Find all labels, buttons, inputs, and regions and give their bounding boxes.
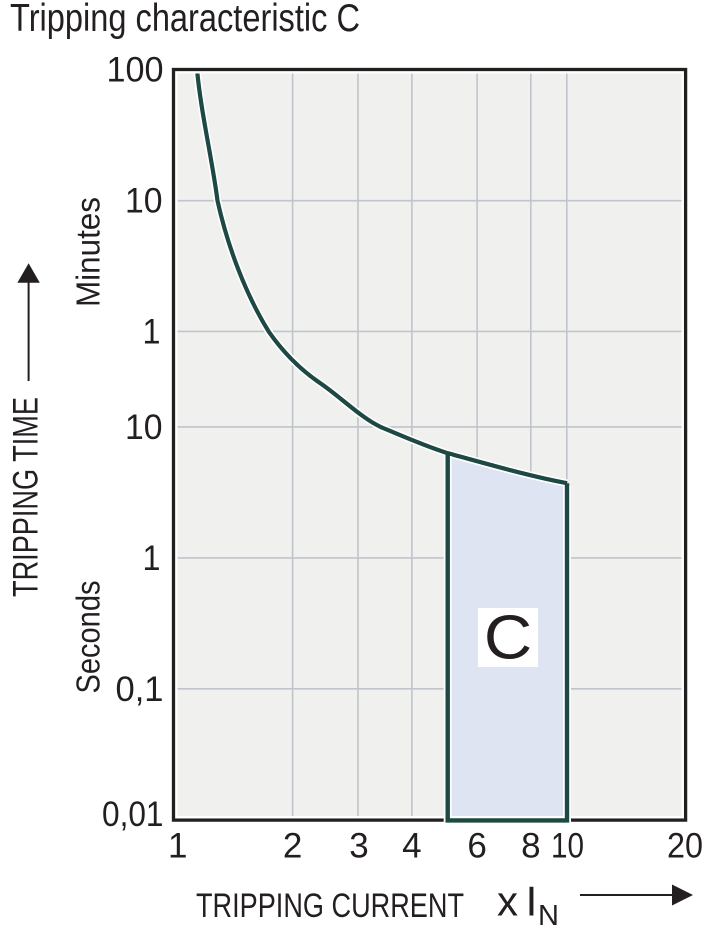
svg-text:Tripping characteristic C: Tripping characteristic C [10, 0, 360, 40]
svg-text:10: 10 [551, 827, 584, 866]
svg-text:Minutes: Minutes [70, 197, 107, 307]
svg-text:x: x [497, 878, 518, 925]
svg-text:100: 100 [107, 51, 164, 90]
svg-text:1: 1 [168, 827, 187, 866]
svg-text:C: C [484, 602, 532, 672]
svg-text:TRIPPING CURRENT: TRIPPING CURRENT [196, 887, 464, 925]
svg-text:0,1: 0,1 [116, 670, 164, 709]
svg-text:10: 10 [125, 182, 163, 221]
svg-text:0,01: 0,01 [102, 795, 164, 834]
svg-text:TRIPPING TIME: TRIPPING TIME [7, 397, 46, 597]
svg-text:N: N [538, 900, 559, 928]
svg-text:1: 1 [143, 539, 161, 578]
svg-text:4: 4 [402, 827, 421, 866]
svg-text:6: 6 [467, 827, 486, 866]
svg-text:2: 2 [283, 827, 302, 866]
svg-text:I: I [526, 878, 538, 925]
svg-text:8: 8 [521, 827, 540, 866]
svg-text:3: 3 [349, 827, 368, 866]
svg-text:Seconds: Seconds [70, 581, 107, 694]
svg-text:10: 10 [125, 408, 163, 447]
svg-text:20: 20 [667, 827, 703, 866]
svg-text:1: 1 [143, 312, 161, 351]
